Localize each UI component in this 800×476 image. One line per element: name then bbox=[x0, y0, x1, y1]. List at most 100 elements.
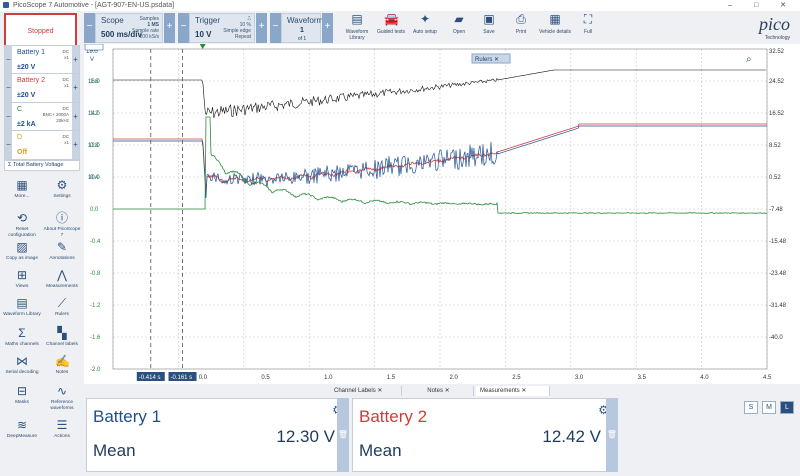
tab-measurements[interactable]: Measurements ✕ bbox=[476, 386, 550, 396]
left-axis-unit: V bbox=[90, 57, 94, 63]
annotations-button[interactable]: ✎ Annotations bbox=[49, 240, 75, 261]
waveform-group[interactable]: Waveform 1 of 1 bbox=[281, 13, 323, 43]
trigger-group[interactable]: Trigger 10 V ⎍ 10 % Simple edge Repeat bbox=[189, 13, 255, 43]
maths-channels-button[interactable]: Σ Maths channels bbox=[5, 326, 39, 347]
reset-configuration-button[interactable]: ⟲ Reset configuration bbox=[8, 211, 36, 238]
settings-button[interactable]: ⚙ Settings bbox=[53, 178, 71, 199]
scope-group[interactable]: Scope 500 ms/div Samples 1 MS Sample rat… bbox=[95, 13, 163, 43]
save-icon: ▣ bbox=[483, 12, 495, 26]
sigma-icon: Σ bbox=[8, 162, 12, 168]
notes-button[interactable]: ✍ Notes bbox=[55, 354, 70, 375]
left-tick-label-ka: 0.0 bbox=[90, 207, 99, 213]
serial-icon: ⋈ bbox=[16, 354, 28, 368]
pico-logo-sub: Technology bbox=[764, 35, 790, 41]
tab-notes[interactable]: Notes ✕ bbox=[404, 386, 474, 396]
car-icon: 🚘 bbox=[384, 12, 399, 26]
full-screen-button[interactable]: ⛶ Full bbox=[569, 13, 607, 43]
delete-measurement-1[interactable]: 🗑 bbox=[337, 398, 349, 472]
actions-button[interactable]: ☰ Actions bbox=[54, 418, 70, 439]
right-tick-label: -40.0 bbox=[769, 335, 783, 341]
channel-d-name: D bbox=[17, 134, 23, 141]
rising-edge-icon: ⎍ bbox=[247, 16, 251, 22]
trigger-decrease-button[interactable]: − bbox=[178, 13, 189, 43]
waveform-library-button[interactable]: ▤ Waveform Library bbox=[345, 12, 369, 42]
size-medium-button[interactable]: M bbox=[762, 401, 776, 414]
x-tick-label: 3.5 bbox=[638, 375, 647, 381]
left-tick-label-volts: 12.0 bbox=[88, 143, 100, 149]
deepmeasure-icon: ≋ bbox=[16, 418, 28, 432]
rulers-button[interactable]: ⟋ Rulers bbox=[55, 296, 69, 317]
measurement-card-battery-2[interactable]: Battery 2 Mean 12.42 V ⚙ bbox=[352, 398, 614, 472]
measurements-button[interactable]: ⋀ Measurements bbox=[46, 268, 78, 289]
channel-c-plus[interactable]: + bbox=[72, 103, 79, 131]
channel-a-battery-1[interactable]: − Battery 1 ±20 V DC x1 + bbox=[4, 45, 80, 75]
oscilloscope-graph[interactable]: 18.0 V 16.0 14.0 12.0 10.0 kA 2.0 1.6 1.2 0.8 0.4 0.… bbox=[84, 44, 800, 384]
auto-setup-button[interactable]: ✦ Auto setup bbox=[413, 12, 437, 36]
rulers-badge: Rulers ✕ bbox=[475, 57, 499, 63]
size-large-button[interactable]: L bbox=[780, 401, 794, 414]
open-button[interactable]: ▰ Open bbox=[452, 12, 466, 36]
wand-icon: ✦ bbox=[419, 12, 431, 26]
views-button[interactable]: ⊞ Views bbox=[15, 268, 29, 289]
left-axis-unit-ka: kA bbox=[104, 44, 111, 46]
channel-d-plus[interactable]: + bbox=[72, 131, 79, 159]
channel-d[interactable]: − D Off DC x1 + bbox=[4, 130, 80, 160]
trigger-increase-button[interactable]: + bbox=[256, 13, 267, 43]
masks-button[interactable]: ⊟ Masks bbox=[15, 384, 29, 405]
trigger-time-marker bbox=[199, 44, 206, 49]
measurement-card-battery-1[interactable]: Battery 1 Mean 12.30 V ⚙ bbox=[86, 398, 348, 472]
channel-a-minus[interactable]: − bbox=[5, 46, 12, 74]
size-small-button[interactable]: S bbox=[744, 401, 758, 414]
delete-measurement-2[interactable]: 🗑 bbox=[606, 398, 618, 472]
stopped-button[interactable]: Stopped bbox=[4, 13, 77, 51]
channel-c[interactable]: − C ±2 kA DC BNC+ 2000A 20kHz + bbox=[4, 102, 80, 132]
window-controls[interactable]: – □ ✕ bbox=[728, 2, 796, 9]
channel-a-range: ±20 V bbox=[17, 64, 36, 71]
scope-view[interactable]: 18.0 V 16.0 14.0 12.0 10.0 kA 2.0 1.6 1.2 0.8 0.4 0.… bbox=[84, 44, 800, 384]
vehicle-details-button[interactable]: ▦ Vehicle details bbox=[539, 12, 571, 36]
channel-b-plus[interactable]: + bbox=[72, 74, 79, 102]
channel-b-minus[interactable]: − bbox=[5, 74, 12, 102]
fullscreen-icon: ⛶ bbox=[583, 12, 593, 26]
reset-icon: ⟲ bbox=[16, 211, 28, 225]
reference-waveforms-button[interactable]: ∿ Reference waveforms bbox=[50, 384, 74, 411]
waveform-prev-button[interactable]: − bbox=[270, 13, 281, 43]
save-button[interactable]: ▣ Save bbox=[483, 12, 495, 36]
x-tick-label: 0.0 bbox=[199, 375, 208, 381]
zoom-icon: ⌕ bbox=[746, 54, 752, 65]
channel-c-current-trace bbox=[113, 116, 768, 214]
channel-labels-button[interactable]: ▚ Channel labels bbox=[46, 326, 78, 347]
x-tick-label: 4.5 bbox=[763, 375, 772, 381]
left-tick-label-ka: -1.2 bbox=[90, 303, 101, 309]
channel-c-minus[interactable]: − bbox=[5, 103, 12, 131]
more-button[interactable]: ▦ More... bbox=[14, 178, 30, 199]
deepmeasure-button[interactable]: ≋ DeepMeasure bbox=[6, 418, 38, 439]
left-tick-label-ka: -0.4 bbox=[90, 239, 101, 245]
about-button[interactable]: ⓘ About PicoScope 7 bbox=[43, 211, 81, 238]
total-battery-voltage-button[interactable]: Σ Total Battery Voltage bbox=[4, 160, 80, 171]
waveform-next-button[interactable]: + bbox=[322, 13, 333, 43]
copy-as-image-button[interactable]: ▨ Copy as image bbox=[6, 240, 38, 261]
rulers-overlay: -0.414 s -0.161 s Rulers ✕ ⌕ bbox=[84, 44, 752, 381]
actions-icon: ☰ bbox=[56, 418, 68, 432]
scope-decrease-button[interactable]: − bbox=[84, 13, 95, 43]
trash-icon: 🗑 bbox=[337, 430, 349, 439]
tab-channel-labels[interactable]: Channel Labels ✕ bbox=[330, 386, 402, 396]
time-ruler-label: -0.414 s bbox=[139, 375, 161, 381]
scope-increase-button[interactable]: + bbox=[164, 13, 175, 43]
channel-d-minus[interactable]: − bbox=[5, 131, 12, 159]
title-bar: PicoScope 7 Automotive - [AGT-907-EN-US.… bbox=[0, 0, 800, 11]
channel-b-battery-2[interactable]: − Battery 2 ±20 V DC x1 + bbox=[4, 73, 80, 103]
channel-c-coupling: DC BNC+ 2000A 20kHz bbox=[42, 106, 69, 123]
x-tick-label: 1.5 bbox=[387, 375, 396, 381]
serial-decoding-button[interactable]: ⋈ Serial decoding bbox=[5, 354, 39, 375]
channel-a-plus[interactable]: + bbox=[72, 46, 79, 74]
left-tick-label-ka: 0.8 bbox=[90, 143, 99, 149]
gear-icon[interactable]: ⚙ bbox=[598, 403, 609, 417]
print-button[interactable]: ⎙ Print bbox=[515, 12, 527, 36]
gear-icon: ⚙ bbox=[56, 178, 68, 192]
right-tick-label: -7.48 bbox=[769, 207, 783, 213]
waveform-library-side-button[interactable]: ▤ Waveform Library bbox=[3, 296, 41, 317]
left-tick-label-ka: -0.8 bbox=[90, 271, 101, 277]
guided-tests-button[interactable]: 🚘 Guided tests bbox=[376, 12, 406, 36]
